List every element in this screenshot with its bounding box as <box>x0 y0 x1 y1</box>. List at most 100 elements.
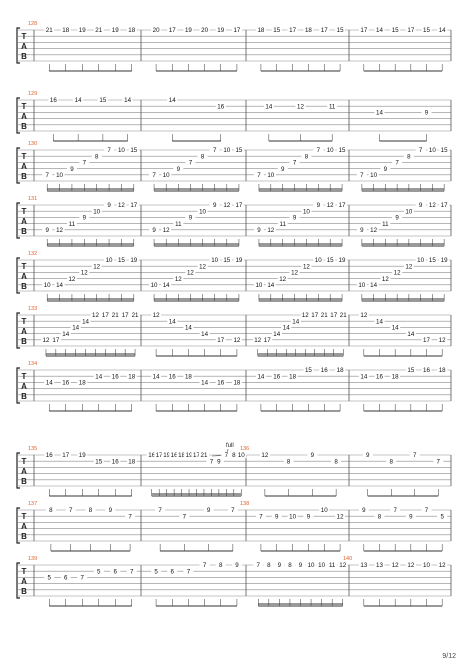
fret-number: 10 <box>163 172 170 179</box>
tab-system: T A B 134 14 16 18 14 16 18 14 16 18 14 16 18 14 16 18 15 16… <box>0 356 474 423</box>
fret-number: 12 <box>279 276 286 283</box>
fret-number: 9 <box>70 166 74 173</box>
fret-number-bg <box>44 574 55 581</box>
fret-number-bg <box>221 202 232 208</box>
measure-number: 140 <box>343 556 352 562</box>
fret-number: 14 <box>376 318 383 325</box>
fret-number-bg <box>287 373 298 380</box>
fret-number-bg <box>403 208 414 215</box>
fret-number: 9 <box>217 458 221 465</box>
tab-staff: TAB 134 14 16 18 14 16 18 14 16 18 14 16 18 14 16 18 15 16… <box>16 361 452 412</box>
fret-number-bg <box>358 507 369 513</box>
fret-number-bg <box>155 507 166 513</box>
fret-number-bg <box>54 281 65 288</box>
fret-number: 21 <box>201 452 208 459</box>
fret-number-bg <box>93 568 104 575</box>
tab-clef-letter: T <box>22 262 27 271</box>
fret-number-bg <box>368 226 379 233</box>
fret-number: 14 <box>75 97 82 104</box>
fret-number-bg <box>421 27 432 33</box>
fret-number: 9 <box>207 507 211 514</box>
fret-number: 9 <box>107 202 111 209</box>
fret-number-bg <box>437 27 448 33</box>
fret-number: 20 <box>153 27 160 34</box>
fret-number-bg <box>185 214 196 221</box>
fret-number: 10 <box>321 507 328 514</box>
fret-number-bg <box>374 27 385 33</box>
fret-number: 9 <box>362 507 366 514</box>
fret-number: 18 <box>289 373 296 380</box>
tab-system: T A B 130 7 10 9 7 8 7 10 15 7 10 9 7 8 7 10 15 7 10 9 7 8 7 10 15 7… <box>0 136 474 203</box>
fret-number-bg <box>303 513 314 520</box>
tab-clef-letter: A <box>21 217 27 226</box>
fret-number: 7 <box>107 147 111 154</box>
fret-number: 18 <box>305 27 312 34</box>
fret-number: 16 <box>50 97 57 104</box>
fret-number: 9 <box>317 202 321 209</box>
fret-number-bg <box>427 257 438 263</box>
fret-number: 8 <box>89 507 93 514</box>
fret-number-bg <box>319 367 330 373</box>
fret-number: 9 <box>293 215 297 222</box>
fret-number-bg <box>287 27 298 33</box>
fret-number-bg <box>368 171 379 178</box>
fret-number-bg <box>209 147 220 153</box>
fret-number: 17 <box>130 202 137 209</box>
fret-number-bg <box>93 27 104 33</box>
fret-number-bg <box>405 513 416 520</box>
fret-number: 14 <box>283 325 290 332</box>
fret-number-bg <box>390 27 401 33</box>
fret-number: 14 <box>201 331 208 338</box>
fret-number-bg <box>146 452 157 458</box>
fret-number-bg <box>263 103 274 110</box>
fret-number: 18 <box>233 380 240 387</box>
bend-label: full <box>226 443 234 449</box>
fret-number: 12 <box>223 202 230 209</box>
fret-number: 5 <box>48 575 52 582</box>
fret-number-bg <box>437 562 448 568</box>
fret-number: 7 <box>83 160 87 167</box>
fret-number-bg <box>274 562 285 568</box>
fret-number: 18 <box>185 373 192 380</box>
fret-number: 19 <box>235 257 242 264</box>
fret-number-bg <box>233 147 244 153</box>
fret-number: 11 <box>329 103 336 110</box>
tab-system: T A B 131 9 12 11 9 10 9 12 17 9 12 11 9 10 9 12 17 9 12 11 9 10… <box>0 191 474 258</box>
fret-number: 19 <box>186 452 193 459</box>
fret-number-bg <box>91 208 102 215</box>
fret-number-bg <box>319 27 330 33</box>
fret-number-bg <box>44 27 55 33</box>
fret-number-bg <box>60 574 71 581</box>
fret-number: 7 <box>187 568 191 575</box>
fret-number: 7 <box>213 147 217 154</box>
fret-number-bg <box>206 458 217 465</box>
fret-number-bg <box>79 269 90 276</box>
fret-number: 14 <box>376 110 383 117</box>
fret-number-bg <box>405 367 416 373</box>
fret-number: 21 <box>340 312 347 319</box>
tab-staff: TAB 137 138 8 7 8 9 7 7 7 9 7 7 9 10 9 10 12 9 8 7 9 7 5 <box>16 501 452 552</box>
fret-number: 15 <box>339 147 346 154</box>
fret-number: 14 <box>407 331 414 338</box>
fret-number: 12 <box>394 270 401 277</box>
system-bracket <box>16 367 20 404</box>
fret-number-bg <box>161 452 172 458</box>
fret-number-bg <box>427 202 438 208</box>
fret-number: 15 <box>223 257 230 264</box>
fret-number: 17 <box>233 27 240 34</box>
fret-number-bg <box>337 257 348 263</box>
fret-number-bg <box>439 257 450 263</box>
fret-number: 16 <box>112 458 119 465</box>
fret-number-bg <box>289 159 300 166</box>
tab-clef-letter: T <box>22 317 27 326</box>
tab-clef-letter: B <box>21 122 27 131</box>
fret-number-bg <box>50 336 61 343</box>
fret-number: 14 <box>267 282 274 289</box>
fret-number: 10 <box>423 562 430 569</box>
fret-number: 19 <box>441 257 448 264</box>
fret-number: 8 <box>95 153 99 160</box>
fret-number: 12 <box>297 103 304 110</box>
fret-number-bg <box>197 208 208 215</box>
